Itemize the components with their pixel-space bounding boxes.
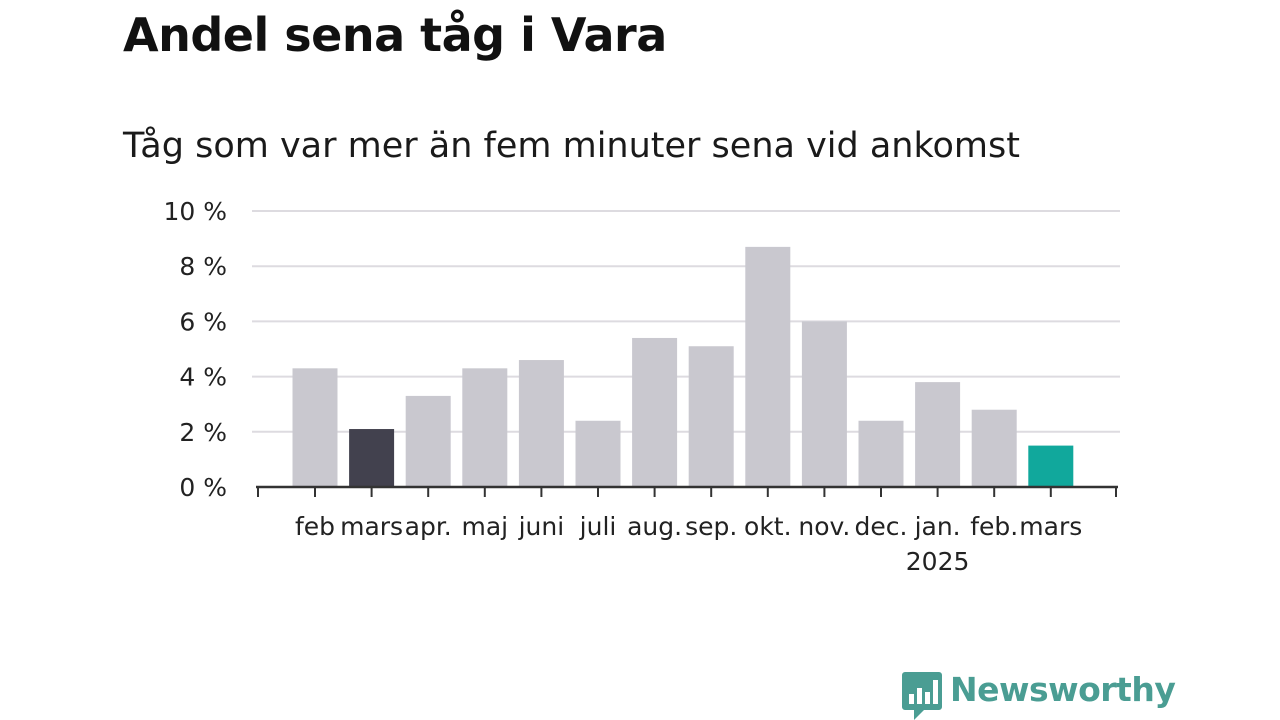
x-tick-label: maj — [461, 512, 508, 541]
bar — [292, 368, 338, 487]
bar — [632, 337, 678, 487]
x-tick-label: feb — [295, 512, 335, 541]
bar — [518, 360, 564, 487]
bar — [575, 420, 621, 487]
x-axis: feb mars apr. maj juni juli aug. sep. okt. nov. de… — [256, 485, 1118, 576]
x-tick-label: sep. — [685, 512, 737, 541]
bars — [292, 246, 1074, 487]
bar — [801, 321, 847, 487]
x-tick-label: juni — [518, 512, 565, 541]
y-tick-label: 8 % — [179, 252, 227, 281]
bar — [1028, 445, 1074, 487]
y-tick-label: 10 % — [163, 197, 227, 226]
bar — [858, 420, 904, 487]
chart-subtitle: Tåg som var mer än fem minuter sena vid … — [123, 126, 1020, 166]
gridlines — [252, 210, 1120, 433]
y-tick-label: 6 % — [179, 307, 227, 336]
bar — [405, 395, 451, 487]
x-tick-label: apr. — [405, 512, 452, 541]
x-tick-label: dec. — [855, 512, 908, 541]
bar — [462, 368, 508, 487]
y-tick-label: 2 % — [179, 418, 227, 447]
chart-title: Andel sena tåg i Vara — [123, 8, 667, 62]
y-axis-ticks: 0 % 2 % 4 % 6 % 8 % 10 % — [163, 197, 227, 502]
bar — [971, 409, 1017, 487]
bar — [745, 246, 791, 487]
bar-chart-bubble-icon — [902, 672, 942, 720]
x-tick-label: nov. — [798, 512, 850, 541]
bar — [349, 429, 395, 487]
bar-chart: 0 %2 %4 %6 %8 %10 % feb mars apr. maj juni ju… — [163, 197, 1120, 576]
x-tick-label: okt. — [744, 512, 792, 541]
x-tick-label: aug. — [627, 512, 682, 541]
x-tick-label: juli — [579, 512, 617, 541]
x-tick-label: jan. — [914, 512, 961, 541]
brand-name: Newsworthy — [950, 670, 1176, 709]
x-tick-label: feb. — [970, 512, 1018, 541]
x-tick-label: mars — [1019, 512, 1082, 541]
y-tick-label: 4 % — [179, 363, 227, 392]
bar — [688, 346, 734, 487]
bar — [915, 382, 961, 487]
newsworthy-logo: Newsworthy — [902, 670, 1176, 720]
y-tick-label: 0 % — [179, 473, 227, 502]
x-tick-label: mars — [340, 512, 403, 541]
year-label: 2025 — [906, 547, 970, 576]
